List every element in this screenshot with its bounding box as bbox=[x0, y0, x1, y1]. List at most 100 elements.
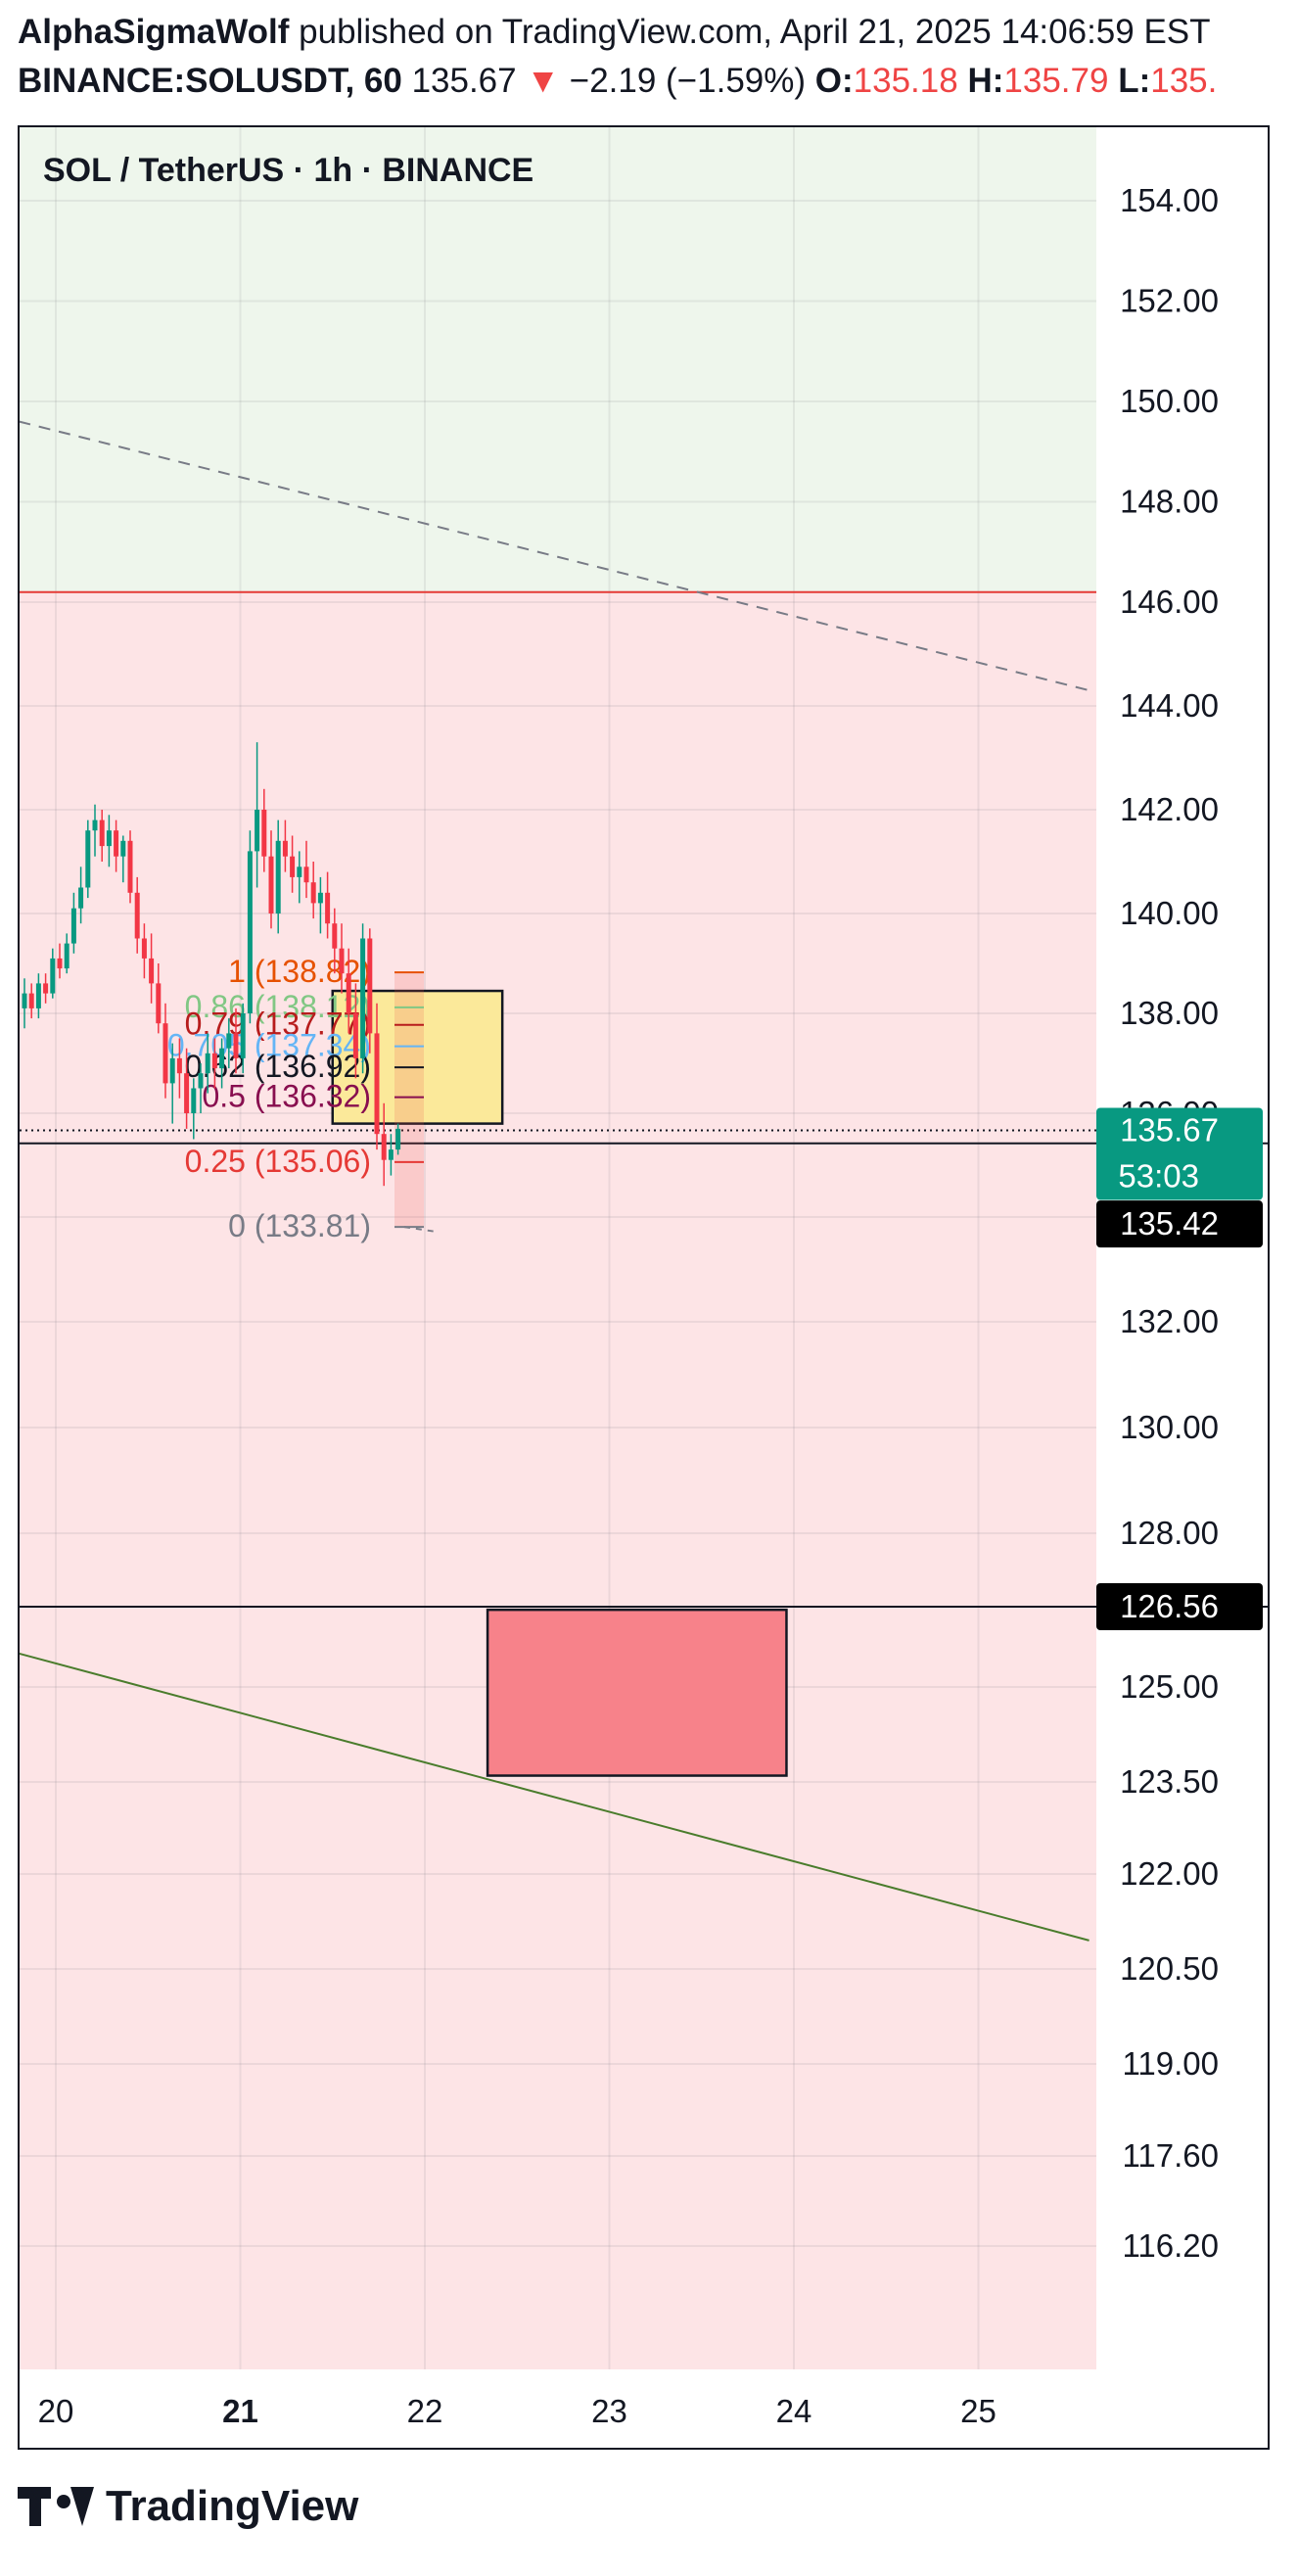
candle-body bbox=[114, 830, 119, 857]
candle-body bbox=[290, 856, 296, 877]
down-arrow-icon: ▼ bbox=[526, 62, 561, 100]
candle-body bbox=[360, 938, 366, 1058]
candle-body bbox=[35, 983, 41, 1008]
time-axis[interactable] bbox=[20, 2369, 1096, 2448]
y-tick-label: 122.00 bbox=[1120, 1855, 1219, 1892]
symbol-line: BINANCE:SOLUSDT, 60 135.67 ▼ −2.19 (−1.5… bbox=[18, 61, 1217, 102]
candle-body bbox=[310, 882, 316, 904]
y-tick-label: 130.00 bbox=[1120, 1409, 1219, 1445]
candle-body bbox=[120, 840, 126, 857]
candle-body bbox=[303, 866, 309, 883]
candle-body bbox=[99, 820, 105, 847]
candle-body bbox=[381, 1134, 387, 1160]
tradingview-logo-icon bbox=[18, 2487, 96, 2526]
price-badge[interactable] bbox=[1096, 1583, 1263, 1630]
y-tick-label: 128.00 bbox=[1120, 1515, 1219, 1551]
y-tick-label: 146.00 bbox=[1120, 584, 1219, 620]
candle-body bbox=[219, 1048, 225, 1069]
candle-body bbox=[247, 851, 253, 1013]
candle-body bbox=[226, 1033, 232, 1049]
red-zone bbox=[20, 591, 1096, 2369]
candle-body bbox=[184, 1073, 190, 1113]
candle-body bbox=[297, 866, 302, 877]
candle-body bbox=[211, 1053, 217, 1069]
candle-body bbox=[106, 830, 112, 847]
price-badge-value: 126.56 bbox=[1120, 1588, 1219, 1624]
candle-body bbox=[325, 892, 331, 924]
candle-body bbox=[261, 810, 267, 857]
candle-body bbox=[22, 993, 27, 1008]
candle-body bbox=[57, 958, 63, 969]
candle-body bbox=[134, 892, 140, 939]
candle-body bbox=[156, 983, 162, 1024]
y-tick-label: 123.50 bbox=[1120, 1763, 1219, 1800]
high-value: 135.79 bbox=[1003, 62, 1109, 100]
candle-body bbox=[317, 892, 323, 904]
candle-body bbox=[149, 958, 155, 984]
candle-body bbox=[374, 1033, 380, 1135]
y-tick-label: 150.00 bbox=[1120, 383, 1219, 419]
candle-body bbox=[70, 908, 76, 944]
publisher-line: AlphaSigmaWolf published on TradingView.… bbox=[18, 12, 1211, 53]
candle-body bbox=[127, 840, 133, 893]
y-tick-label: 132.00 bbox=[1120, 1303, 1219, 1339]
candle-body bbox=[282, 840, 288, 857]
fib-level-label: 0.25 (135.06) bbox=[185, 1144, 371, 1179]
green-support-trendline[interactable] bbox=[20, 1652, 1089, 1942]
candle-body bbox=[162, 1023, 168, 1084]
y-tick-label: 138.00 bbox=[1120, 995, 1219, 1031]
chart-frame[interactable]: 1 (138.82) 0.86 (138.12) 0.79 (137.77) 0.70… bbox=[18, 125, 1270, 2450]
publisher-name[interactable]: AlphaSigmaWolf bbox=[18, 13, 290, 51]
y-tick-label: 117.60 bbox=[1123, 2137, 1219, 2174]
fib-level-label: 0.705 (137.34) bbox=[167, 1028, 371, 1063]
y-tick-label: 144.00 bbox=[1120, 687, 1219, 724]
candle-body bbox=[205, 1053, 210, 1074]
candle-body bbox=[395, 1128, 401, 1150]
candle-body bbox=[28, 993, 34, 1008]
chart-title: SOL / TetherUS · 1h · BINANCE bbox=[43, 152, 533, 189]
candle-body bbox=[78, 887, 84, 909]
y-tick-label: 140.00 bbox=[1120, 895, 1219, 931]
candle-body bbox=[352, 1013, 358, 1058]
candle-body bbox=[50, 958, 56, 994]
x-tick-label: 24 bbox=[776, 2393, 812, 2429]
candle-body bbox=[233, 1033, 239, 1058]
x-tick-label: 21 bbox=[222, 2393, 258, 2429]
fib-level-label: 0 (133.81) bbox=[228, 1208, 371, 1243]
y-tick-label: 142.00 bbox=[1120, 791, 1219, 827]
high-label: H: bbox=[967, 62, 1004, 100]
x-tick-label: 20 bbox=[38, 2393, 74, 2429]
fib-connector bbox=[403, 1226, 440, 1234]
y-tick-label: 152.00 bbox=[1120, 283, 1219, 319]
candle-body bbox=[176, 1057, 182, 1074]
candle-body bbox=[346, 973, 351, 1013]
green-zone bbox=[20, 127, 1096, 592]
x-tick-label: 23 bbox=[591, 2393, 627, 2429]
candle-body bbox=[339, 948, 345, 974]
open-value: 135.18 bbox=[853, 62, 958, 100]
candle-body bbox=[85, 830, 91, 888]
low-label: L: bbox=[1118, 62, 1151, 100]
y-tick-label: 120.50 bbox=[1120, 1950, 1219, 1987]
x-tick-label: 22 bbox=[407, 2393, 443, 2429]
fib-level-label: 0.79 (137.77) bbox=[185, 1007, 371, 1042]
candle-body bbox=[64, 943, 70, 969]
candle-body bbox=[169, 1057, 175, 1084]
x-tick-label: 25 bbox=[960, 2393, 997, 2429]
candle-body bbox=[43, 983, 49, 994]
red-target-box[interactable] bbox=[486, 1608, 788, 1777]
last-price-badge[interactable] bbox=[1096, 1107, 1263, 1200]
price-badge[interactable] bbox=[1096, 1200, 1263, 1248]
tradingview-wordmark: TradingView bbox=[106, 2482, 359, 2530]
tradingview-logo: TradingView bbox=[18, 2479, 358, 2534]
chart-canvas[interactable]: 1 (138.82)0.86 (138.12)0.79 (137.77)0.70… bbox=[20, 127, 1268, 2448]
fib-range[interactable] bbox=[394, 972, 424, 1228]
candle-body bbox=[275, 840, 281, 913]
y-tick-label: 116.20 bbox=[1123, 2227, 1219, 2264]
candle-body bbox=[268, 856, 274, 913]
candle-body bbox=[141, 938, 147, 959]
y-tick-label: 125.00 bbox=[1120, 1668, 1219, 1705]
symbol-name: BINANCE:SOLUSDT, 60 bbox=[18, 62, 402, 100]
candle-body bbox=[367, 938, 373, 1034]
price-axis[interactable] bbox=[1096, 127, 1268, 2448]
